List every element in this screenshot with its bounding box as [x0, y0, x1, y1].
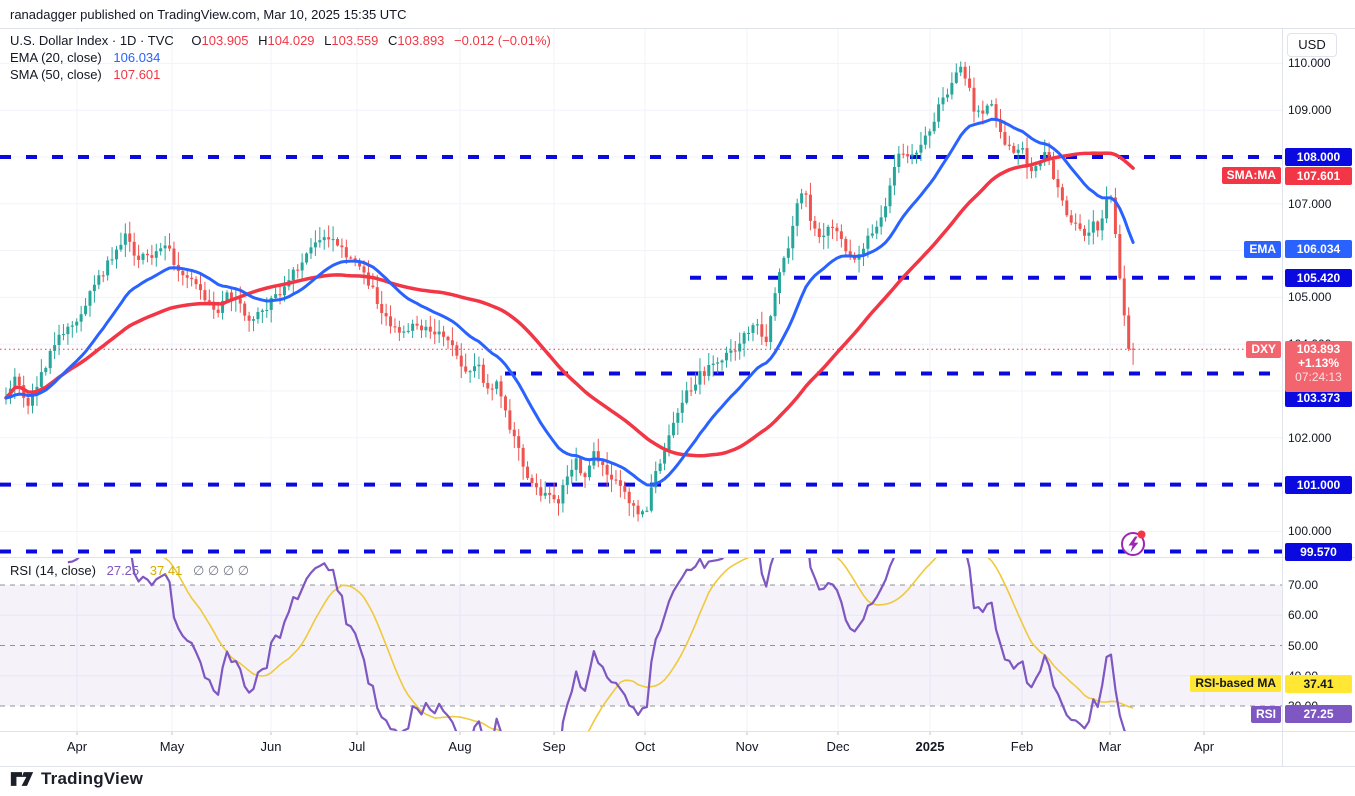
ema-series-tag: EMA	[1244, 240, 1281, 258]
sma-legend-row[interactable]: SMA (50, close) 107.601	[10, 67, 551, 83]
rsi-value-label: 27.25	[1285, 705, 1352, 724]
ema-label: EMA (20, close)	[10, 50, 102, 65]
time-axis-month-label: Aug	[448, 739, 472, 754]
price-axis-tick: 100.000	[1288, 524, 1332, 539]
dxy-change-percent: +1.13%	[1297, 356, 1340, 370]
sma-price-label: 107.601	[1285, 166, 1352, 185]
price-axis-tick: 105.000	[1288, 290, 1332, 305]
ema-value: 106.034	[113, 50, 161, 65]
footer-brand[interactable]: TradingView	[10, 769, 143, 789]
rsi-axis-tick: 50.00	[1288, 638, 1319, 653]
dxy-bar-countdown: 07:24:13	[1295, 370, 1342, 384]
time-axis-month-label: May	[159, 739, 185, 754]
tradingview-logo-icon	[10, 772, 34, 786]
alert-flash-icon[interactable]	[1121, 530, 1146, 556]
sma-label: SMA (50, close)	[10, 67, 102, 82]
low-label: L	[324, 33, 332, 48]
time-axis-month-label: Jun	[260, 739, 282, 754]
rsi-ma-value: 37.41	[149, 563, 183, 578]
ema-price-label: 106.034	[1285, 240, 1352, 258]
price-axis-tick: 110.000	[1288, 56, 1331, 71]
rsi-label: RSI (14, close)	[10, 563, 96, 578]
close-value: 103.893	[397, 33, 445, 48]
rsi-series-tag: RSI	[1250, 705, 1281, 723]
time-axis-month-label: Apr	[1193, 739, 1215, 754]
currency-toggle-button[interactable]: USD	[1287, 33, 1337, 57]
rsi-axis-tick: 70.00	[1288, 578, 1319, 592]
price-level-label: 99.570	[1285, 542, 1352, 561]
brand-name: TradingView	[41, 769, 144, 788]
time-axis-month-label: Dec	[826, 739, 850, 754]
chart-legend: U.S. Dollar Index · 1D · TVC O103.905 H1…	[10, 33, 551, 84]
time-axis-month-label: Feb	[1010, 739, 1034, 754]
price-level-label: 105.420	[1285, 268, 1352, 287]
low-value: 103.559	[331, 33, 379, 48]
sma-series-tag: SMA:MA	[1221, 167, 1281, 185]
close-label: C	[388, 33, 398, 48]
symbol-legend-row[interactable]: U.S. Dollar Index · 1D · TVC O103.905 H1…	[10, 33, 551, 49]
sma-value: 107.601	[113, 67, 161, 82]
publish-byline: ranadagger published on TradingView.com,…	[10, 7, 407, 22]
price-level-label: 108.000	[1285, 148, 1352, 166]
open-value: 103.905	[201, 33, 249, 48]
open-label: O	[191, 33, 202, 48]
time-axis-month-label: Apr	[66, 739, 88, 754]
rsi-empty-slots: ∅ ∅ ∅ ∅	[192, 563, 250, 578]
price-level-label: 103.373	[1285, 389, 1352, 407]
rsi-axis-tick: 60.00	[1288, 608, 1319, 623]
price-level-label: 101.000	[1285, 475, 1352, 494]
rsi-value: 27.25	[106, 563, 140, 578]
rsi-ma-series-tag: RSI-based MA	[1190, 675, 1281, 693]
rsi-legend-row[interactable]: RSI (14, close) 27.25 37.41 ∅ ∅ ∅ ∅	[10, 563, 256, 579]
time-axis-month-label: Mar	[1098, 739, 1122, 754]
change-value: −0.012 (−0.01%)	[454, 33, 551, 48]
time-axis-month-label: Jul	[348, 739, 366, 754]
price-axis-tick: 107.000	[1288, 196, 1332, 211]
time-axis-month-label: 2025	[915, 739, 945, 754]
price-axis-tick: 109.000	[1288, 103, 1332, 118]
rsi-ma-value-label: 37.41	[1285, 674, 1352, 693]
high-label: H	[258, 33, 268, 48]
symbol-title: U.S. Dollar Index · 1D · TVC	[10, 33, 174, 48]
dxy-price-label: 103.893 +1.13% 07:24:13	[1285, 341, 1352, 392]
time-axis-month-label: Sep	[542, 739, 566, 754]
dxy-last-price: 103.893	[1296, 342, 1341, 356]
time-axis-month-label: Oct	[634, 739, 656, 754]
ema-legend-row[interactable]: EMA (20, close) 106.034	[10, 50, 551, 66]
price-axis-tick: 102.000	[1288, 430, 1332, 445]
time-axis-month-label: Nov	[735, 739, 759, 754]
dxy-symbol-tag: DXY	[1246, 340, 1281, 358]
high-value: 104.029	[267, 33, 315, 48]
